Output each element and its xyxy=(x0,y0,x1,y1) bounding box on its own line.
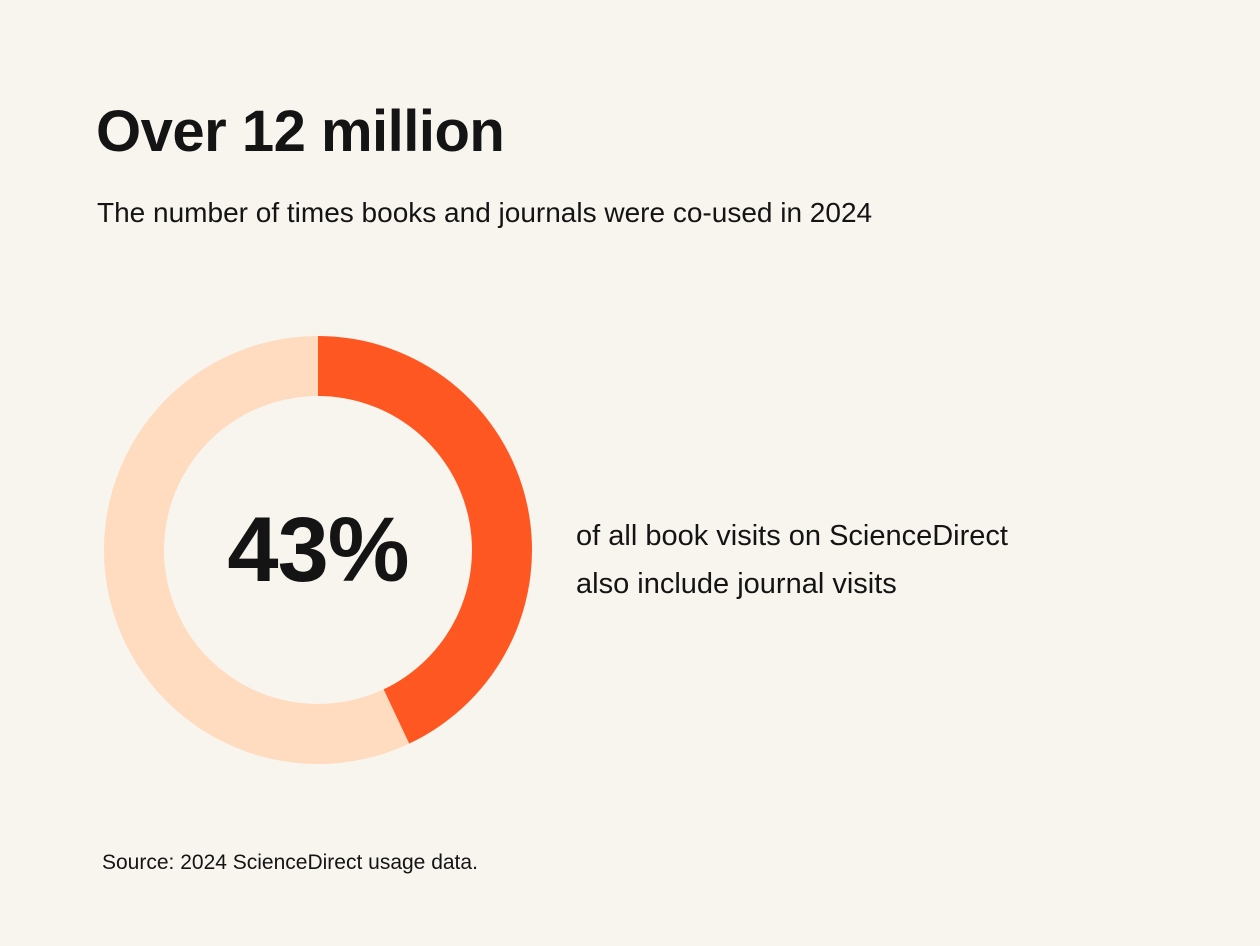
caption: of all book visits on ScienceDirect also… xyxy=(576,512,1176,608)
caption-line-1: of all book visits on ScienceDirect xyxy=(576,520,1008,552)
caption-line-2: also include journal visits xyxy=(576,568,897,600)
headline: Over 12 million xyxy=(96,99,505,164)
source-note: Source: 2024 ScienceDirect usage data. xyxy=(102,851,478,874)
donut-slice-2 xyxy=(103,336,410,764)
donut-slice-1 xyxy=(318,336,532,744)
subtitle: The number of times books and journals w… xyxy=(97,197,873,228)
donut-chart xyxy=(103,336,532,764)
